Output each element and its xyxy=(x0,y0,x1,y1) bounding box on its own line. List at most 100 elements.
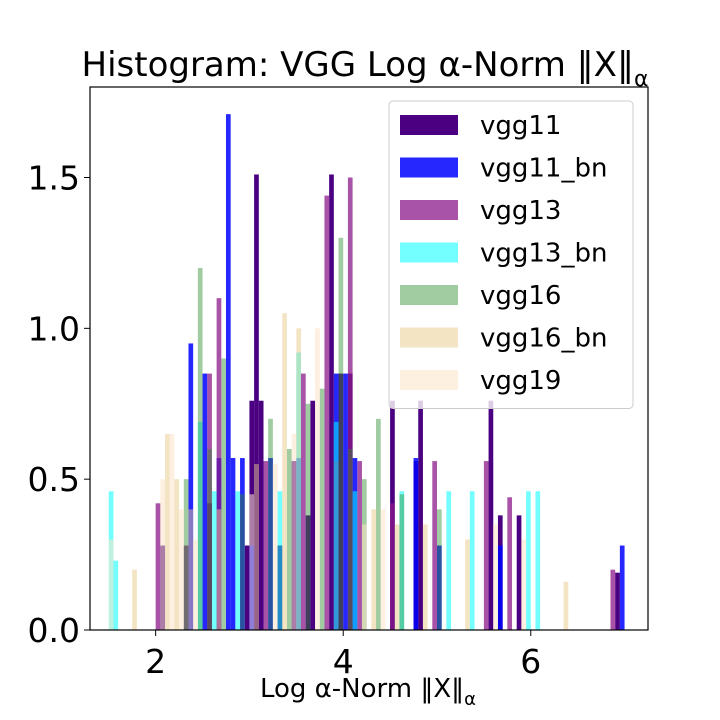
legend-swatch-vgg11_bn xyxy=(400,157,458,178)
bar-vgg13-12 xyxy=(483,461,489,630)
bar-vgg13-6 xyxy=(324,195,330,630)
bar-vgg19-4 xyxy=(193,539,198,630)
bar-vgg11-4 xyxy=(254,174,259,631)
bar-vgg19-8 xyxy=(315,328,320,630)
bar-vgg19-3 xyxy=(179,509,184,630)
bar-vgg13-11 xyxy=(432,461,437,630)
bar-vgg13_bn-7 xyxy=(333,421,339,630)
x-tick-label: 2 xyxy=(145,642,166,681)
bar-vgg11_bn-4 xyxy=(230,458,236,630)
bar-vgg16_bn-3 xyxy=(188,509,194,630)
legend-swatch-vgg13 xyxy=(400,200,458,220)
bar-vgg13_bn-11 xyxy=(469,491,475,630)
y-tick-label: 1.0 xyxy=(28,309,80,348)
y-axis: 0.0 0.5 1.0 1.5 xyxy=(28,159,90,650)
x-axis-label: Log α-Norm ‖X‖α xyxy=(260,674,476,710)
bar-vgg11-16 xyxy=(488,400,494,630)
bar-vgg16_bn-0 xyxy=(132,569,137,630)
bar-vgg16-5 xyxy=(268,418,273,630)
bar-vgg13_bn-13 xyxy=(535,491,541,630)
legend-label-vgg13_bn: vgg13_bn xyxy=(480,239,607,269)
bar-vgg19-6 xyxy=(272,464,278,630)
x-tick-label: 4 xyxy=(333,642,354,681)
bar-vgg16_bn-9 xyxy=(394,524,400,630)
legend-swatch-vgg16 xyxy=(400,285,458,305)
bar-vgg13-5 xyxy=(301,373,306,630)
bar-vgg11_bn-12 xyxy=(413,458,419,630)
bar-vgg11_bn-14 xyxy=(497,545,503,630)
bar-vgg13_bn-2 xyxy=(197,421,203,630)
bar-vgg11-15 xyxy=(418,400,423,630)
legend-swatch-vgg16_bn xyxy=(400,327,458,348)
plot-frame xyxy=(89,86,649,631)
bar-vgg13_bn-12 xyxy=(526,491,531,630)
bar-vgg16-2 xyxy=(207,449,212,630)
bar-vgg13-3 xyxy=(216,298,222,630)
bar-vgg13-2 xyxy=(207,373,212,630)
bar-vgg19-1 xyxy=(160,479,166,630)
bar-vgg16_bn-6 xyxy=(282,313,287,630)
bar-vgg13-1 xyxy=(183,545,189,630)
x-tick-label: 6 xyxy=(520,642,541,681)
bar-vgg16-13 xyxy=(399,494,405,630)
bar-vgg11_bn-0 xyxy=(188,343,194,630)
title-subscript: α xyxy=(634,67,649,92)
bar-vgg13-10 xyxy=(390,503,395,630)
bar-vgg16_bn-2 xyxy=(174,479,180,630)
bar-vgg19-11 xyxy=(493,524,498,630)
bar-vgg19-10 xyxy=(380,509,386,630)
bar-vgg13_bn-10 xyxy=(446,491,452,630)
bar-vgg16_bn-10 xyxy=(422,524,428,630)
bar-vgg16_bn-12 xyxy=(563,581,569,630)
bar-vgg19-12 xyxy=(521,539,527,630)
bar-vgg16-7 xyxy=(305,403,311,630)
bar-vgg16_bn-8 xyxy=(371,509,377,630)
bar-vgg16_bn-1 xyxy=(165,433,170,630)
bar-vgg11_bn-10 xyxy=(343,373,348,630)
x-axis: 2 4 6 xyxy=(145,630,541,681)
bar-vgg16-1 xyxy=(197,268,203,630)
bar-vgg13_bn-4 xyxy=(235,491,241,630)
bar-vgg16-8 xyxy=(319,388,325,630)
bar-vgg19-7 xyxy=(291,433,297,630)
bar-vgg11-19 xyxy=(615,572,620,630)
bar-vgg16-3 xyxy=(221,358,226,630)
y-tick-label: 0.5 xyxy=(28,460,80,499)
legend-swatch-vgg11 xyxy=(400,115,458,135)
bar-vgg13-8 xyxy=(347,177,353,630)
bar-vgg13-0 xyxy=(155,503,161,630)
bar-vgg13_bn-9 xyxy=(399,491,405,630)
bar-vgg11-10 xyxy=(329,174,334,631)
bar-vgg19-9 xyxy=(361,524,367,630)
legend-label-vgg11: vgg11 xyxy=(480,111,561,141)
bar-vgg11-18 xyxy=(516,515,522,630)
bar-vgg11_bn-13 xyxy=(436,545,442,630)
bar-vgg16_bn-11 xyxy=(465,539,470,630)
bar-vgg13-4 xyxy=(263,461,269,630)
bar-vgg16-10 xyxy=(347,449,353,630)
bar-vgg13-13 xyxy=(507,497,513,630)
legend-swatch-vgg19 xyxy=(400,370,458,390)
bar-vgg16_bn-4 xyxy=(216,509,222,630)
bar-vgg11_bn-1 xyxy=(202,373,208,630)
bar-vgg16_bn-5 xyxy=(254,464,259,630)
y-tick-label: 1.5 xyxy=(28,159,80,198)
bar-vgg11-2 xyxy=(244,545,250,630)
bar-vgg16-9 xyxy=(338,237,344,630)
bar-vgg16-6 xyxy=(286,449,292,630)
legend-swatch-vgg13_bn xyxy=(400,242,458,263)
bar-vgg11-9 xyxy=(310,400,316,630)
y-tick-label: 0.0 xyxy=(28,611,80,650)
xlabel-subscript: α xyxy=(464,689,476,710)
bar-vgg11-5 xyxy=(258,400,264,630)
legend-label-vgg11_bn: vgg11_bn xyxy=(480,154,607,184)
bar-vgg13_bn-3 xyxy=(211,491,217,630)
bar-vgg19-0 xyxy=(108,539,114,630)
bar-vgg11_bn-15 xyxy=(619,545,625,630)
bar-vgg16-14 xyxy=(436,509,442,630)
legend-label-vgg16_bn: vgg16_bn xyxy=(480,324,607,354)
bar-vgg13_bn-8 xyxy=(352,491,358,630)
bar-vgg11_bn-5 xyxy=(240,458,245,630)
bar-vgg11_bn-3 xyxy=(225,114,231,630)
